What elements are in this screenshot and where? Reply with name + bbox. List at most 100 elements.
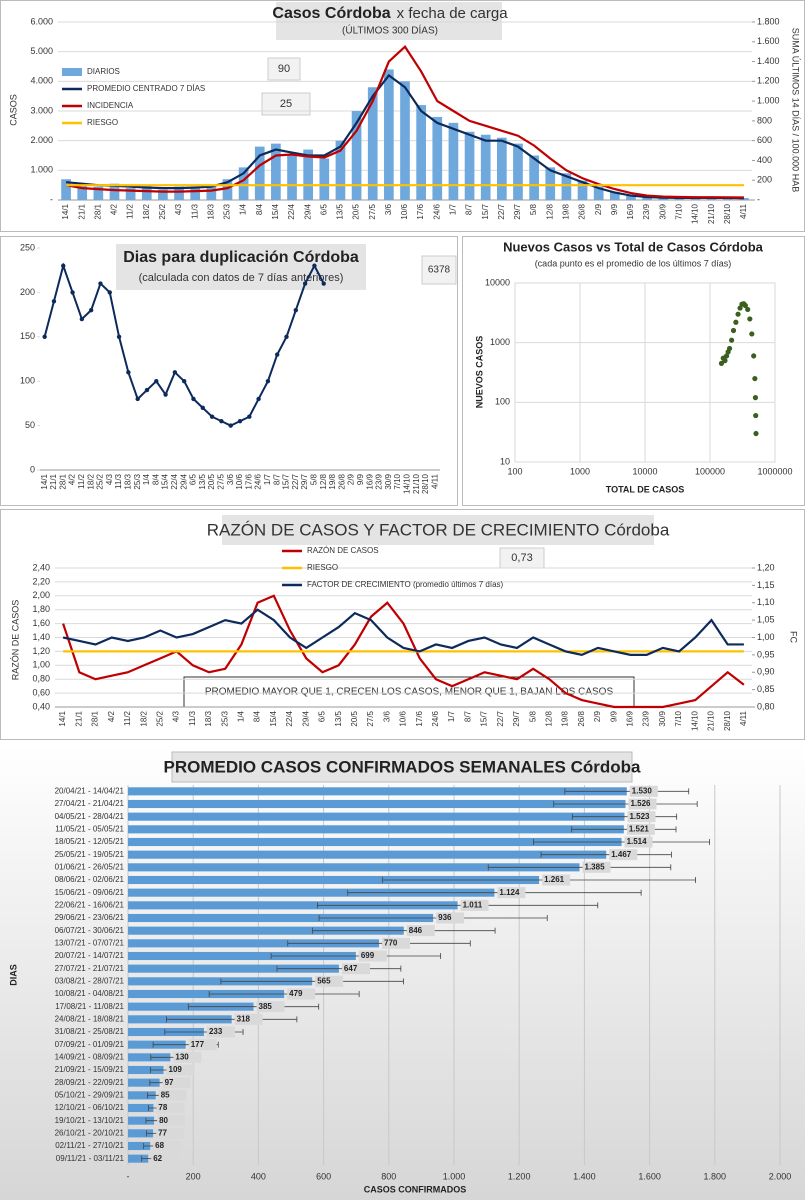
x-tick-label: 4/11 xyxy=(739,710,748,726)
bar xyxy=(335,140,346,200)
x-tick-label: 13/5 xyxy=(334,710,343,726)
point xyxy=(135,396,140,402)
bar xyxy=(128,1078,160,1087)
x-tick-label: 1/4 xyxy=(142,473,151,485)
value-label-box xyxy=(287,988,316,1000)
x-tick-label: 13/5 xyxy=(336,203,345,219)
bar xyxy=(128,977,313,986)
y-tick-label: 50 xyxy=(25,420,35,430)
x-tick-label: 2/9 xyxy=(594,203,603,215)
y-tick-label: 14/09/21 - 08/09/21 xyxy=(55,1052,125,1061)
x-tick-label: 20/5 xyxy=(207,473,216,489)
y-tick-label: 5.000 xyxy=(30,46,53,56)
x-tick-label: 6/5 xyxy=(319,203,328,215)
y2-tick-label: 0,90 xyxy=(757,667,775,677)
legend-label: RAZÓN DE CASOS xyxy=(307,546,379,555)
x-tick-label: 10/6 xyxy=(235,473,244,489)
x-tick-label: 4/3 xyxy=(174,203,183,215)
x-tick-label: 10/6 xyxy=(399,710,408,726)
y2-tick-label: 1.200 xyxy=(757,76,780,86)
x-tick-label: 14/1 xyxy=(61,203,70,219)
y-tick-label: 0 xyxy=(30,464,35,474)
x-tick-label: 18/2 xyxy=(142,203,151,219)
y-tick-label: 17/08/21 - 11/08/21 xyxy=(55,1002,124,1011)
point xyxy=(219,418,224,424)
bar xyxy=(128,863,580,872)
x-tick-label: 29/7 xyxy=(512,710,521,726)
x-tick-label: 12/8 xyxy=(544,710,553,726)
y-tick-label: 03/08/21 - 28/07/21 xyxy=(55,976,125,985)
y-tick-label: 2.000 xyxy=(30,135,53,145)
y-tick-label: 1,00 xyxy=(32,660,50,670)
value-label: 1.467 xyxy=(611,850,632,859)
y-tick-label: 22/06/21 - 16/06/21 xyxy=(55,900,125,909)
x-tick-label: 1/4 xyxy=(237,710,246,722)
annotation: 6378 xyxy=(428,265,451,276)
point xyxy=(747,316,753,322)
value-label: 385 xyxy=(259,1002,273,1011)
chart-title: PROMEDIO CASOS CONFIRMADOS SEMANALES Cór… xyxy=(164,757,642,776)
y2-tick-label: 1,20 xyxy=(757,562,775,572)
x-tick-label: 27/5 xyxy=(368,203,377,219)
x-tick-label: 2/9 xyxy=(347,473,356,485)
x-tick-label: 17/6 xyxy=(416,203,425,219)
x-tick-label: 22/4 xyxy=(285,710,294,726)
y2-tick-label: 800 xyxy=(757,115,772,125)
value-label: 479 xyxy=(289,989,303,998)
x-tick-label: 3/6 xyxy=(226,473,235,485)
x-tick-label: 11/3 xyxy=(114,473,123,489)
x-tick-label: 22/4 xyxy=(287,203,296,219)
point xyxy=(718,360,725,366)
y-tick-label: 200 xyxy=(20,287,35,297)
x-tick-label: 22/4 xyxy=(170,473,179,489)
value-label: 1.514 xyxy=(627,837,648,846)
y-tick-label: 0,80 xyxy=(32,674,50,684)
y-tick-label: 0,60 xyxy=(32,687,50,697)
y-tick-label: 31/08/21 - 25/08/21 xyxy=(55,1027,125,1036)
bar xyxy=(577,180,588,200)
bar xyxy=(609,191,620,200)
point xyxy=(191,396,196,402)
point xyxy=(723,353,730,359)
value-label: 647 xyxy=(344,964,358,973)
bar xyxy=(128,964,339,973)
y-tick-label: 24/08/21 - 18/08/21 xyxy=(55,1014,125,1023)
x-tick-label: 24/6 xyxy=(432,203,441,219)
x-tick-label: 29/4 xyxy=(303,203,312,219)
value-label-box xyxy=(582,861,611,873)
y2-tick-label: 1,15 xyxy=(757,580,775,590)
x-tick-label: 1.000 xyxy=(443,1171,466,1181)
value-label-box xyxy=(158,1089,187,1101)
y-tick-label: 2,00 xyxy=(32,590,50,600)
x-tick-label: 18/3 xyxy=(204,710,213,726)
value-label-box xyxy=(206,1026,235,1038)
x-tick-label: 19/8 xyxy=(561,710,570,726)
point xyxy=(321,281,326,286)
annotation: 25 xyxy=(280,98,292,110)
y-tick-label: 12/10/21 - 06/10/21 xyxy=(55,1103,125,1112)
y-tick-label: 06/07/21 - 30/06/21 xyxy=(55,926,125,935)
bar xyxy=(128,901,458,910)
bar xyxy=(158,189,168,200)
x-tick-label: 6/5 xyxy=(318,710,327,722)
x-tick-label: 2/9 xyxy=(593,710,602,722)
point xyxy=(265,379,271,384)
x-tick-label: 200 xyxy=(186,1171,201,1181)
point xyxy=(275,352,280,357)
x-tick-label: 17/6 xyxy=(244,473,253,489)
x-tick-label: 23/9 xyxy=(642,710,651,726)
x-tick-label: 14/10 xyxy=(403,473,412,494)
y-tick-label: 10 xyxy=(500,456,510,466)
subtitle: (ÚLTIMOS 300 DÍAS) xyxy=(342,24,438,37)
x-tick-label: 21/1 xyxy=(74,710,83,726)
x-tick-label: 25/2 xyxy=(155,710,164,726)
x-tick-label: 16/9 xyxy=(365,473,374,489)
point xyxy=(42,334,47,339)
value-label-box xyxy=(256,1001,285,1013)
point xyxy=(163,392,168,397)
value-label-box xyxy=(315,975,344,987)
value-label-box xyxy=(151,1153,180,1165)
bar xyxy=(206,185,217,200)
x-tick-label: 5/8 xyxy=(528,710,537,722)
point xyxy=(126,370,131,375)
